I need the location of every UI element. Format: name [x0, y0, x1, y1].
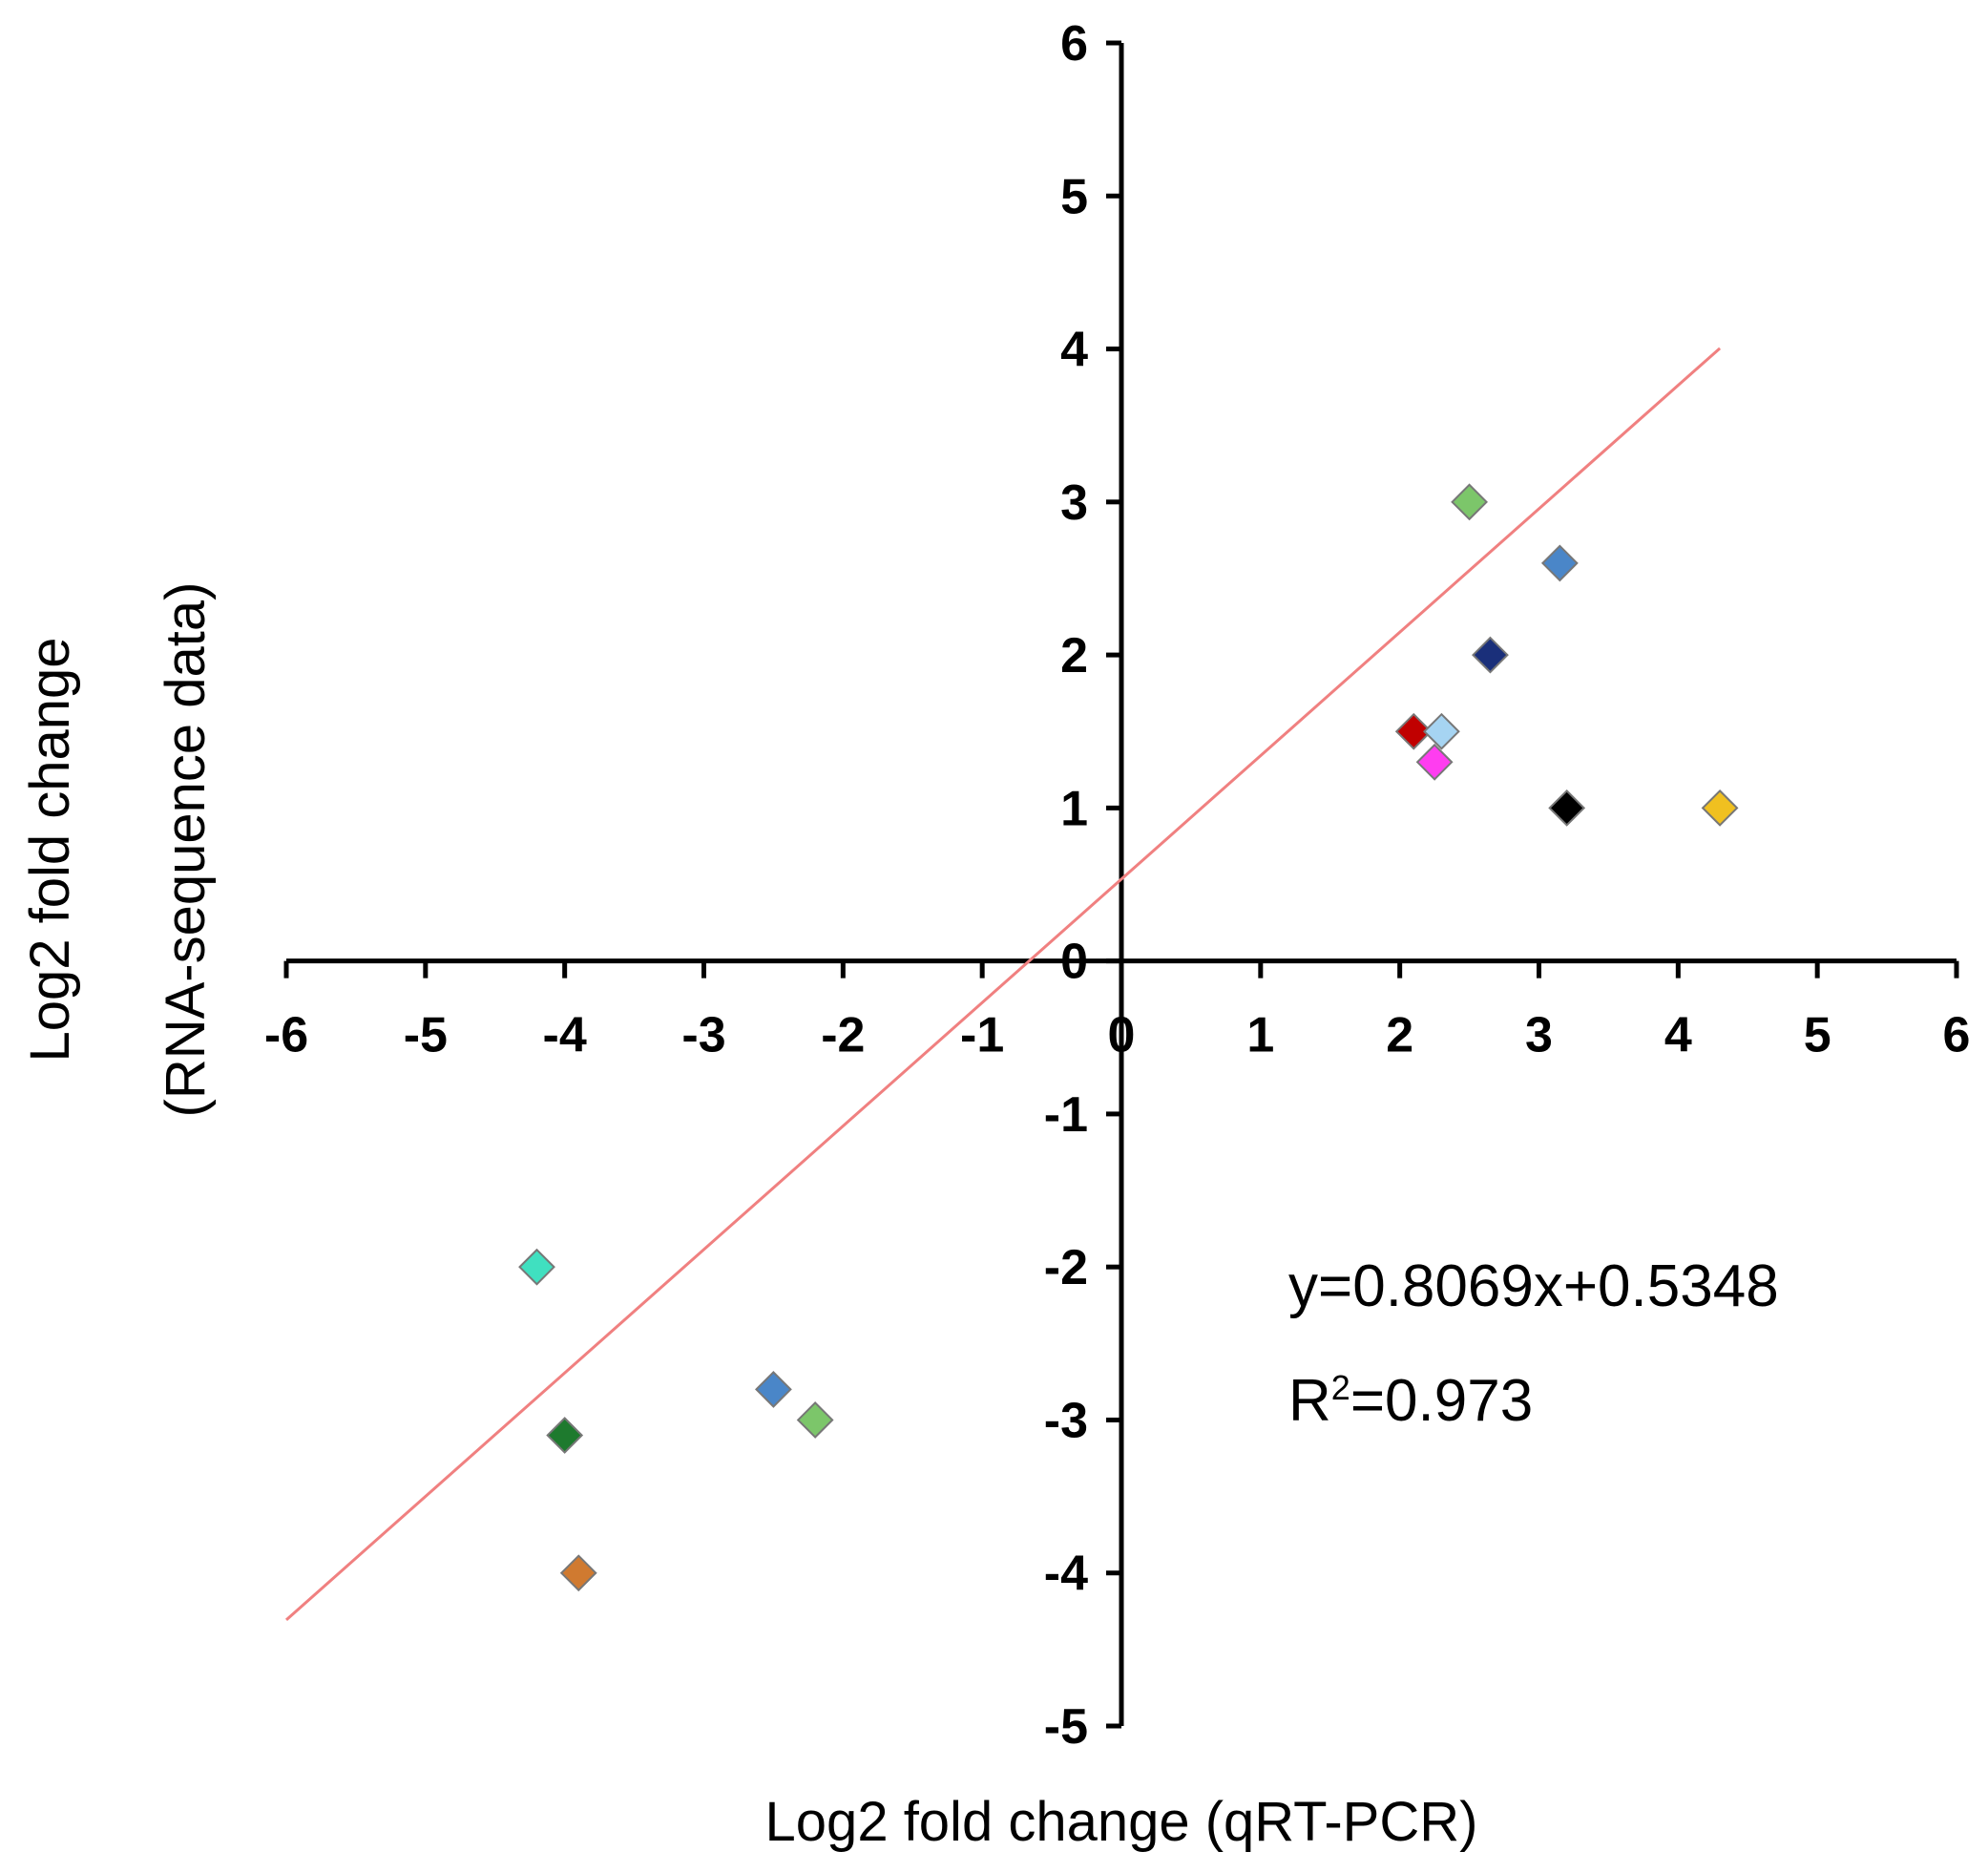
data-point [546, 1417, 584, 1454]
y-axis-title: Log2 fold change (RNA-sequence data) [19, 582, 217, 1118]
x-tick-label: -6 [264, 1008, 308, 1063]
x-tick-label: -2 [821, 1008, 865, 1063]
y-tick-label: 6 [1060, 16, 1088, 72]
data-point [518, 1248, 555, 1286]
y-axis-title-line1: Log2 fold change [19, 637, 81, 1062]
x-tick-label: 6 [1943, 1008, 1971, 1063]
x-tick-label: 1 [1246, 1008, 1274, 1063]
data-point [1701, 789, 1739, 827]
y-tick-label: -1 [1044, 1087, 1088, 1143]
y-tick-label: 5 [1060, 169, 1088, 224]
x-tick-label: 4 [1664, 1008, 1692, 1063]
y-tick-label: -4 [1044, 1547, 1088, 1602]
data-point [1451, 483, 1488, 521]
x-tick-label: -4 [543, 1008, 587, 1063]
x-tick-label: -3 [681, 1008, 725, 1063]
data-point [1540, 544, 1579, 582]
x-tick-label: 2 [1386, 1008, 1413, 1063]
x-axis-title: Log2 fold change (qRT-PCR) [765, 1791, 1478, 1853]
data-point [1472, 636, 1509, 674]
y-tick-label: 2 [1060, 628, 1088, 684]
data-point [796, 1401, 834, 1439]
regression-equation: y=0.8069x+0.5348 [1288, 1253, 1779, 1319]
data-point [1423, 712, 1460, 750]
trend-line [285, 347, 1722, 1621]
y-tick-label: -2 [1044, 1240, 1088, 1295]
x-tick-label: 0 [1108, 1008, 1136, 1063]
x-tick-label: -5 [404, 1008, 448, 1063]
y-tick-label: -3 [1044, 1393, 1088, 1448]
x-axis-ticks: -6 -5 -4 -3 -2 -1 0 1 2 3 4 5 6 [264, 960, 1971, 1063]
r-squared: R2=0.973 [1288, 1368, 1533, 1434]
data-point [559, 1554, 597, 1592]
y-tick-label: -5 [1044, 1699, 1088, 1755]
data-point [1548, 789, 1586, 827]
data-point [755, 1370, 792, 1408]
y-tick-label: 4 [1060, 323, 1088, 378]
y-tick-label: 0 [1060, 935, 1088, 990]
y-axis-title-line2: (RNA-sequence data) [155, 582, 217, 1118]
y-tick-label: 3 [1060, 475, 1088, 531]
y-tick-label: 1 [1060, 781, 1088, 836]
x-tick-label: 3 [1525, 1008, 1553, 1063]
x-tick-label: 5 [1804, 1008, 1831, 1063]
data-points [518, 483, 1739, 1592]
data-point [1415, 743, 1454, 781]
y-axis-ticks: -5 -4 -3 -2 -1 0 1 2 3 4 5 6 [1044, 16, 1121, 1755]
data-point [1394, 712, 1433, 750]
